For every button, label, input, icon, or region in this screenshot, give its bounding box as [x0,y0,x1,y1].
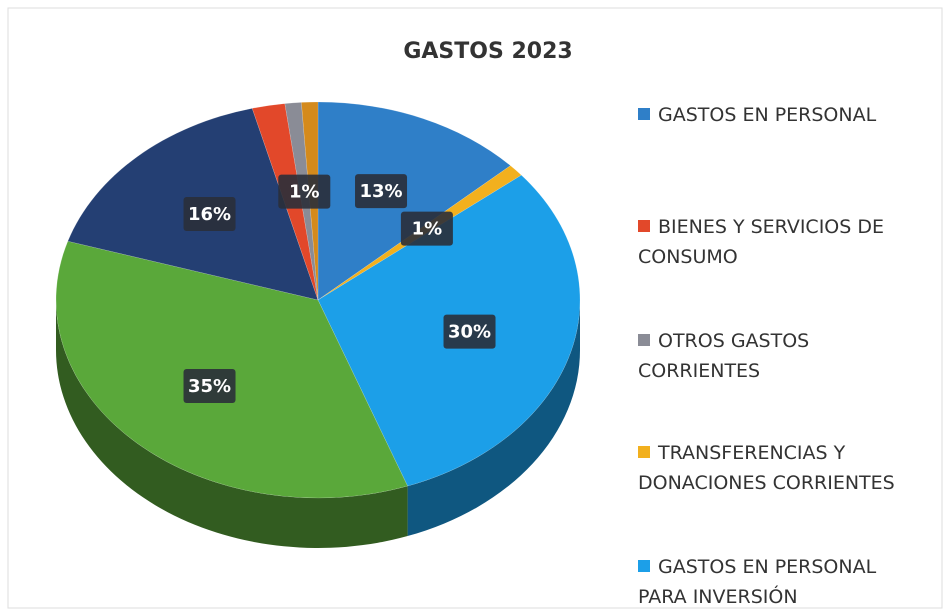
data-label-box [400,211,453,246]
pie-side [56,300,408,548]
legend-swatch [638,334,650,346]
data-label-text: 1% [412,219,443,240]
data-label-text: 16% [188,204,231,225]
data-label-text: 1% [289,182,320,203]
legend-label: BIENES Y SERVICIOS DE CONSUMO [638,216,884,268]
pie-side [407,300,580,537]
legend-item: GASTOS EN PERSONAL [638,100,928,130]
legend-item: BIENES Y SERVICIOS DE CONSUMO [638,212,928,272]
data-label-box [183,197,236,232]
legend-swatch [638,560,650,572]
legend-item: OTROS GASTOS CORRIENTES [638,326,928,386]
data-label: 35% [183,368,236,403]
data-label-text: 30% [448,322,491,343]
legend-item: TRANSFERENCIAS Y DONACIONES CORRIENTES [638,438,928,498]
legend-item: GASTOS EN PERSONAL PARA INVERSIÓN [638,552,928,612]
data-label-text: 35% [188,376,231,397]
data-label-box [443,314,496,349]
legend-label: TRANSFERENCIAS Y DONACIONES CORRIENTES [638,442,895,494]
legend-label: OTROS GASTOS CORRIENTES [638,330,810,382]
data-label: 1% [278,174,331,209]
chart-title: GASTOS 2023 [403,39,572,64]
legend-label: GASTOS EN PERSONAL [658,104,877,126]
legend-label: GASTOS EN PERSONAL PARA INVERSIÓN [638,556,877,608]
data-label-box [278,174,331,209]
data-label-text: 13% [359,181,402,202]
legend-swatch [638,108,650,120]
data-label: 1% [400,211,453,246]
data-label: 30% [443,314,496,349]
data-label: 13% [355,174,408,209]
legend-swatch [638,446,650,458]
legend-swatch [638,220,650,232]
pie-slice [317,101,511,301]
data-label-box [183,368,236,403]
data-label: 16% [183,197,236,232]
data-label-box [355,174,408,209]
